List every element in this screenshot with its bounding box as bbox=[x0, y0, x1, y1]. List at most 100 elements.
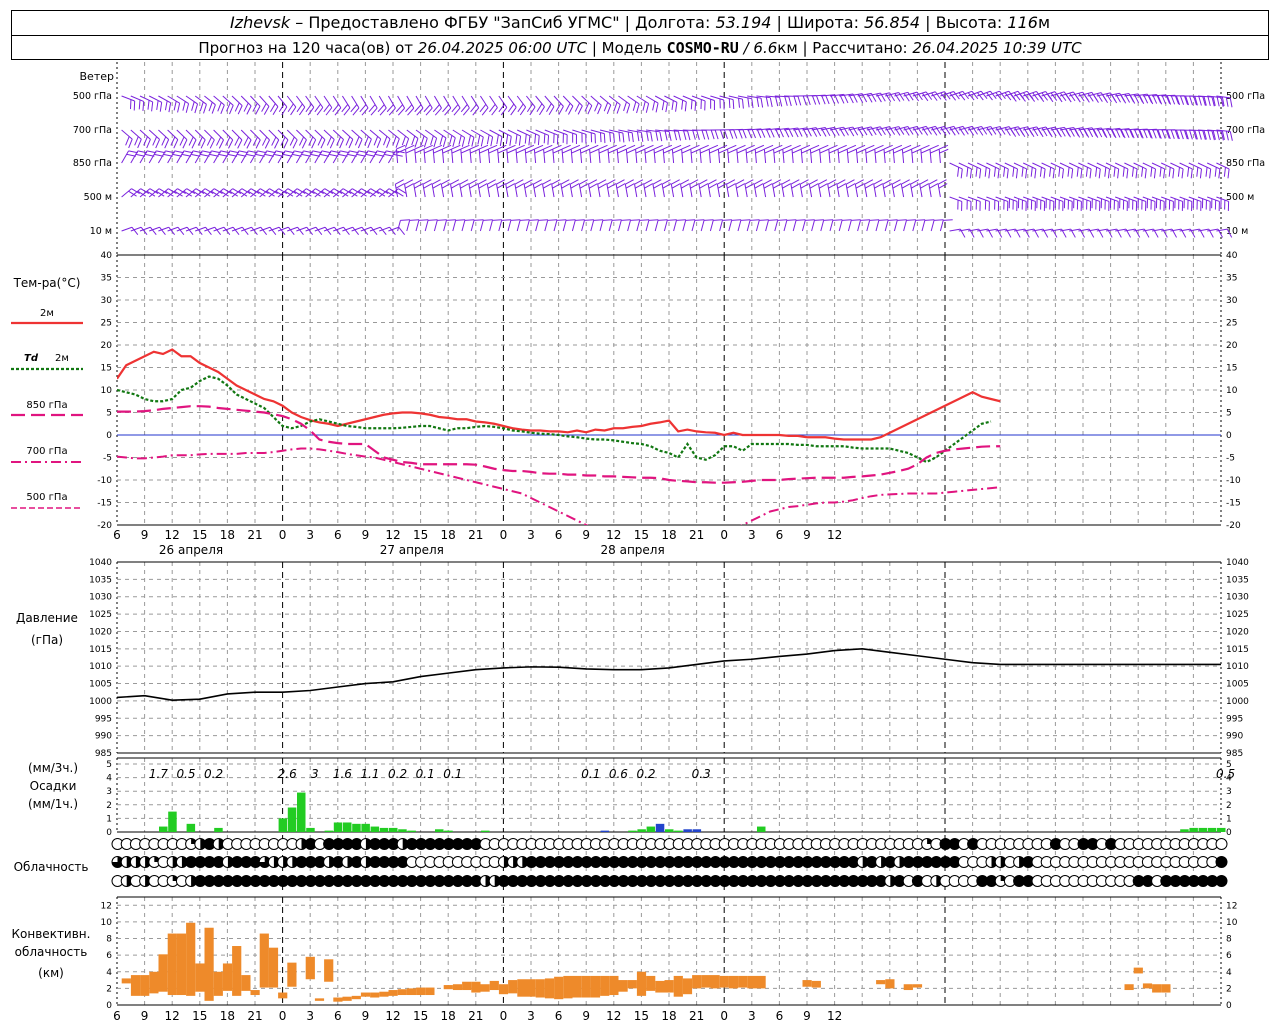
wind-barb-tick bbox=[1122, 167, 1125, 177]
temp-tick-left: 30 bbox=[101, 296, 113, 306]
wind-barb-shaft bbox=[581, 95, 593, 106]
wind-barb-tick bbox=[635, 144, 645, 150]
cloud-fill bbox=[470, 875, 482, 887]
wind-barb-shaft bbox=[636, 129, 651, 133]
wind-barb-tick bbox=[1193, 95, 1197, 106]
precip-tick-left: 2 bbox=[106, 801, 112, 811]
wind-barb-shaft bbox=[562, 95, 574, 107]
wind-barb-shaft bbox=[394, 184, 399, 198]
convective-bar bbox=[360, 992, 371, 997]
wind-barb-tick bbox=[579, 183, 589, 189]
wind-barb-tick bbox=[1183, 95, 1189, 105]
convective-bar bbox=[314, 998, 325, 1001]
wind-barb-tick bbox=[968, 127, 975, 136]
wind-barb-shaft bbox=[415, 95, 424, 109]
legend-850: 850 гПа bbox=[26, 400, 67, 411]
convective-bar bbox=[250, 990, 260, 996]
wind-barb-shaft bbox=[719, 220, 723, 232]
precip-bar bbox=[379, 827, 389, 832]
wind-barb-tick bbox=[507, 103, 515, 113]
wind-barb-shaft bbox=[533, 149, 537, 164]
wind-barb-tick bbox=[865, 148, 875, 154]
precip-3h-total: 0.1 bbox=[443, 767, 462, 781]
wind-barb-shaft bbox=[745, 149, 748, 164]
wind-barb-shaft bbox=[1115, 228, 1127, 232]
hour-tick-label: 6 bbox=[334, 528, 342, 542]
hour-tick-label: 9 bbox=[803, 528, 811, 542]
wind-barb-tick bbox=[672, 144, 682, 150]
cloud-fill bbox=[259, 875, 271, 887]
wind-barb-shaft bbox=[176, 95, 189, 104]
wind-barb-tick bbox=[173, 139, 179, 149]
wind-barb-tick bbox=[902, 148, 912, 154]
cloud-fill bbox=[912, 856, 924, 868]
wind-barb-tick bbox=[1166, 129, 1171, 140]
wind-barb-tick bbox=[1019, 128, 1026, 137]
wind-barb-tick bbox=[361, 188, 370, 195]
wind-barb-shaft bbox=[774, 220, 779, 232]
cloud-fill bbox=[231, 875, 243, 887]
model-name: COSMO-RU bbox=[666, 39, 739, 57]
wind-barb-tick bbox=[546, 103, 552, 112]
hour-tick-label: 21 bbox=[247, 1009, 262, 1023]
wind-barb-tick bbox=[775, 96, 779, 107]
wind-barb-tick bbox=[1202, 130, 1206, 140]
wind-barb-tick bbox=[818, 179, 828, 185]
wind-barb-tick bbox=[940, 92, 947, 101]
wind-barb-shaft bbox=[469, 149, 472, 164]
wind-barb-shaft bbox=[148, 95, 162, 103]
wind-barb-shaft bbox=[643, 184, 647, 198]
wind-barb-tick bbox=[1111, 94, 1118, 104]
wind-barb-shaft bbox=[903, 125, 918, 131]
wind-barb-shaft bbox=[415, 220, 420, 232]
wind-barb-shaft bbox=[875, 126, 890, 131]
wind-barb-tick bbox=[655, 131, 659, 141]
convective-bar bbox=[701, 975, 711, 988]
wind-barb-shaft bbox=[204, 129, 215, 141]
pressure-tick-right: 1010 bbox=[1226, 662, 1249, 672]
wind-barb-tick bbox=[920, 148, 931, 154]
temp-tick-right: 40 bbox=[1226, 251, 1238, 261]
wind-barb-tick bbox=[740, 219, 751, 221]
wind-barb-shaft bbox=[682, 220, 687, 232]
wind-barb-shaft bbox=[636, 220, 641, 232]
wind-barb-shaft bbox=[931, 125, 945, 131]
wind-barb-tick bbox=[949, 127, 956, 136]
wind-barb-tick bbox=[523, 179, 533, 185]
wind-barb-shaft bbox=[811, 94, 826, 97]
wind-barb-shaft bbox=[443, 129, 456, 139]
wind-barb-shaft bbox=[939, 220, 944, 232]
wind-barb-tick bbox=[311, 139, 317, 149]
wind-barb-shaft bbox=[451, 149, 454, 164]
wind-barb-tick bbox=[441, 183, 451, 189]
wind-barb-tick bbox=[333, 188, 343, 195]
convective-bar bbox=[719, 975, 729, 988]
wind-barb-shaft bbox=[958, 125, 973, 131]
wind-barb-tick bbox=[168, 188, 177, 195]
cloud-fill bbox=[682, 875, 694, 887]
wind-barb-shaft bbox=[259, 150, 268, 164]
cloud-fill bbox=[1188, 875, 1200, 887]
wind-barb-tick bbox=[1049, 167, 1052, 177]
wind-barb-tick bbox=[901, 179, 910, 185]
precip-tick-right: 3 bbox=[1226, 787, 1232, 797]
wind-barb-tick bbox=[977, 127, 984, 136]
wind-barb-shaft bbox=[773, 149, 776, 164]
wind-barb-tick bbox=[830, 94, 836, 104]
pressure-tick-right: 1020 bbox=[1226, 627, 1249, 637]
wind-barb-tick bbox=[612, 219, 622, 221]
wind-barb-shaft bbox=[912, 125, 927, 131]
wind-barb-shaft bbox=[130, 150, 139, 164]
wind-barb-tick bbox=[699, 183, 709, 189]
wind-barb-tick bbox=[1019, 93, 1026, 102]
wind-barb-tick bbox=[1061, 168, 1064, 179]
wind-barb-tick bbox=[912, 92, 920, 102]
wind-barb-tick bbox=[1034, 168, 1037, 179]
wind-barb-tick bbox=[966, 167, 969, 177]
wind-barb-shaft bbox=[461, 95, 470, 109]
wind-barb-shaft bbox=[1170, 228, 1182, 232]
model-label: Модель bbox=[601, 39, 662, 57]
wind-barb-tick bbox=[146, 139, 151, 149]
